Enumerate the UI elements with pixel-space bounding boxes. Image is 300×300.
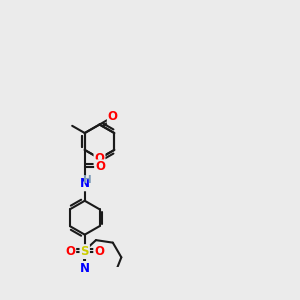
Text: O: O [95,160,105,173]
Text: O: O [65,245,75,258]
Text: H: H [83,175,92,185]
Text: N: N [80,262,90,275]
Text: N: N [80,262,90,275]
Text: O: O [94,245,104,258]
Text: O: O [108,110,118,123]
Text: O: O [94,152,104,165]
Text: N: N [80,177,90,190]
Text: S: S [80,245,89,258]
